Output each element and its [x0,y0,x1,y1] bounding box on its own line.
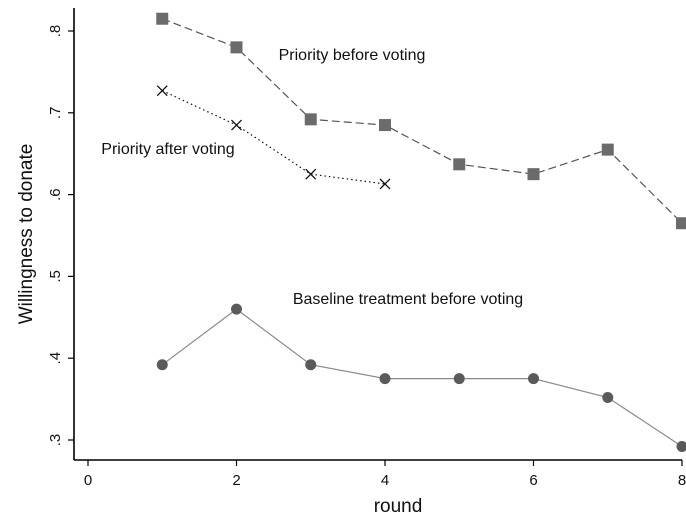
data-point-circle [231,303,242,315]
axes: 0 2 4 6 8 .3 .4 .5 .6 .7 .8 round Willingness to don… [16,8,686,517]
data-point-square [379,119,391,132]
data-point-circle [676,441,686,453]
labels-layer: Priority before voting Priority after vot… [101,47,523,308]
data-point-square [230,41,243,54]
series-x [156,85,391,190]
data-point-x [379,178,391,190]
y-tick-label: .7 [47,107,64,120]
series-line [162,18,683,224]
y-tick-label: .8 [47,25,64,38]
data-point-square [156,12,169,25]
data-point-x [156,85,168,97]
data-point-circle [602,391,614,403]
y-tick-label: .6 [47,188,64,201]
y-tick-label: .3 [47,434,64,447]
series-layer [156,12,686,453]
data-point-x [305,168,317,180]
series-square [156,12,686,230]
data-point-circle [528,373,539,385]
data-point-x [231,119,242,131]
data-point-x-stroke [231,119,242,131]
series-line [162,90,386,185]
x-tick-label: 4 [381,472,389,489]
y-axis-title: Willingness to donate [16,144,37,325]
series-line [161,308,683,448]
x-tick-label: 6 [529,472,537,489]
data-point-square [601,143,614,156]
data-point-x-stroke [156,85,168,97]
x-axis-title: round [374,496,423,517]
data-point-square [453,158,466,171]
data-point-circle [156,359,168,371]
series-label: Priority before voting [279,47,426,64]
series-circle [156,303,686,453]
data-point-x-stroke [379,178,391,190]
x-tick-label: 8 [678,472,686,489]
x-tick-label: 2 [232,472,240,489]
data-point-square [304,113,317,126]
data-point-circle [453,373,465,385]
series-label: Baseline treatment before voting [293,291,523,308]
y-tick-label: .4 [47,352,64,365]
series-label: Priority after voting [101,141,234,158]
data-point-circle [305,359,317,371]
data-point-x-stroke [305,168,317,180]
data-point-circle [379,373,391,385]
y-tick-label: .5 [47,270,64,283]
data-point-square [527,168,540,181]
data-point-square [676,217,686,230]
x-tick-label: 0 [84,472,92,489]
